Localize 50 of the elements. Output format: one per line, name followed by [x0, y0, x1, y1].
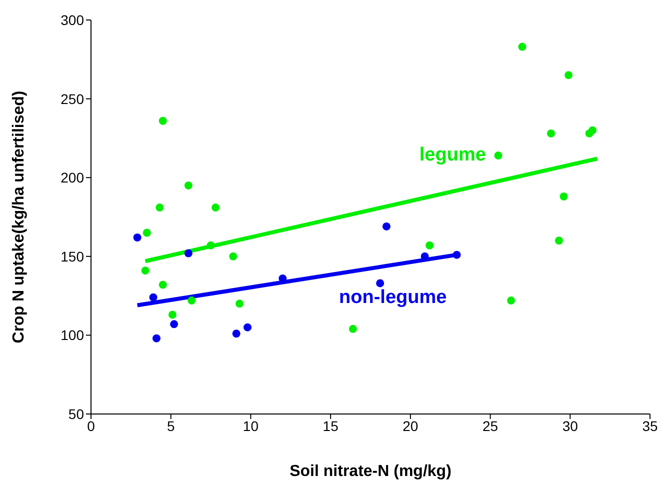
x-tick-label: 25: [482, 418, 498, 434]
y-tick-label: 200: [60, 170, 84, 186]
point: [244, 323, 252, 332]
point: [188, 296, 196, 305]
point: [149, 293, 158, 302]
point: [518, 42, 526, 51]
y-tick-label: 250: [60, 90, 84, 107]
y-tick-label: 100: [60, 327, 84, 344]
point: [212, 204, 220, 212]
series-label: non-legume: [339, 286, 447, 308]
y-tick-label: 50: [68, 406, 84, 422]
point: [236, 300, 244, 308]
point: [184, 249, 192, 258]
point: [158, 116, 167, 125]
point: [348, 324, 357, 333]
point: [560, 192, 568, 201]
point: [206, 241, 215, 250]
point: [546, 129, 555, 138]
x-tick-label: 35: [642, 418, 658, 434]
x-tick-label: 10: [242, 418, 259, 434]
point: [133, 233, 142, 242]
x-axis-title: Soil nitrate-N (mg/kg): [290, 463, 452, 480]
x-tick-label: 20: [402, 418, 418, 434]
point: [168, 310, 176, 319]
series-label: legume: [419, 144, 486, 166]
point: [158, 280, 167, 289]
point: [170, 320, 178, 328]
point: [554, 236, 563, 245]
point: [382, 222, 390, 230]
point: [507, 296, 516, 305]
point: [585, 129, 594, 138]
y-axis-title: Crop N uptake(kg/ha unfertilised): [10, 90, 28, 344]
point: [141, 266, 150, 275]
point: [152, 334, 160, 342]
y-tick-label: 150: [60, 248, 84, 264]
x-tick-label: 0: [87, 418, 96, 434]
x-tick-label: 5: [166, 418, 175, 434]
point: [232, 330, 240, 338]
point: [229, 252, 238, 260]
point: [452, 250, 461, 259]
x-tick-label: 30: [562, 418, 578, 434]
point: [156, 204, 164, 212]
point: [142, 228, 151, 237]
x-tick-label: 15: [322, 418, 339, 434]
point: [494, 152, 502, 160]
point: [184, 181, 192, 190]
point: [564, 71, 573, 80]
y-tick-label: 300: [60, 12, 84, 28]
point: [376, 279, 384, 288]
point: [426, 241, 434, 250]
